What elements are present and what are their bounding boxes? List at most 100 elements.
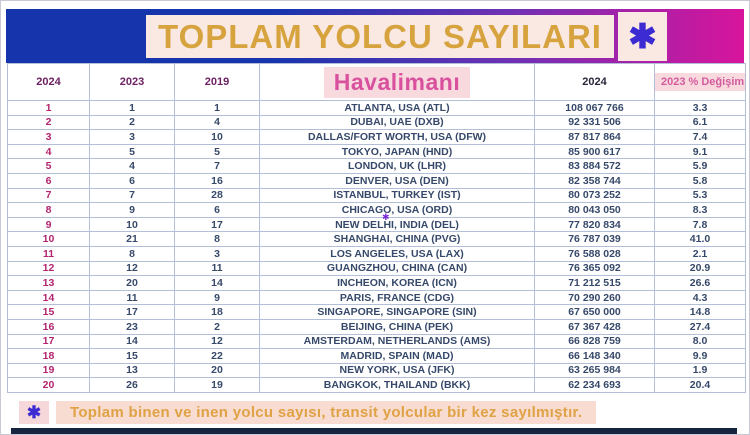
airport-name-cell: BEIJING, CHINA (PEK) [259,318,535,335]
rank-2023-cell: 15 [89,348,175,364]
rank-2019-cell: 7 [174,158,260,174]
airport-name-cell: ATLANTA, USA (ATL) [259,100,535,116]
passengers-2024-cell: 76 787 039 [534,231,655,247]
rank-2023-cell: 21 [89,231,175,247]
column-header-rank-2023: 2023 [89,63,175,101]
table-row: 15 17 18 SINGAPORE, SINGAPORE (SIN) 67 650 0… [7,304,746,320]
table-body: 1 1 1 ATLANTA, USA (ATL) 108 067 766 3.3 2 2 4 DU… [7,100,746,393]
table-row: 3 3 10 DALLAS/FORT WORTH, USA (DFW) 87 817 8… [7,129,746,145]
rank-2019-cell: 2 [174,318,260,335]
airport-name-cell: NEW YORK, USA (JFK) [259,362,535,379]
change-percent-cell: 3.3 [654,100,746,116]
table-row: 5 4 7 LONDON, UK (LHR) 83 884 572 5.9 [7,158,746,174]
airport-name-cell: PARIS, FRANCE (CDG) [259,289,535,306]
passengers-2024-cell: 67 367 428 [534,318,655,335]
title-box: TOPLAM YOLCU SAYILARI [146,15,614,58]
rank-2019-cell: 1 [174,100,260,116]
rank-2019-cell: 10 [174,129,260,145]
rank-2024-cell: 17 [7,333,90,350]
page-title: TOPLAM YOLCU SAYILARI [158,17,602,55]
rank-2024-cell: 3 [7,129,90,145]
passengers-2024-cell: 62 234 693 [534,377,655,393]
passengers-2024-cell: 108 067 766 [534,100,655,116]
airport-name-cell: MADRID, SPAIN (MAD) [259,348,535,364]
rank-2019-cell: 14 [174,275,260,291]
airport-name-cell: NEW DELHI, INDIA (DEL) [259,216,535,233]
passengers-2024-cell: 80 073 252 [534,187,655,204]
change-percent-cell: 20.4 [654,377,746,393]
rank-2023-cell: 5 [89,143,175,160]
rank-2024-cell: 4 [7,143,90,160]
passenger-table-wrap: 2024 2023 2019 Havalimanı 2024 2023 % De… [7,63,746,393]
bottom-accent-bar [11,428,737,434]
rank-2023-cell: 26 [89,377,175,393]
airport-name-cell: LONDON, UK (LHR) [259,158,535,174]
change-percent-cell: 27.4 [654,318,746,335]
rank-2019-cell: 6 [174,202,260,218]
rank-2023-cell: 13 [89,362,175,379]
asterisk-icon: ✱ [628,17,657,56]
change-percent-cell: 9.1 [654,143,746,160]
rank-2023-cell: 1 [89,100,175,116]
table-row: 19 13 20 NEW YORK, USA (JFK) 63 265 984 1.9 [7,362,746,379]
change-percent-cell: 8.0 [654,333,746,350]
column-header-rank-2024: 2024 [7,63,90,101]
rank-2019-cell: 8 [174,231,260,247]
rank-2019-cell: 12 [174,333,260,350]
passengers-2024-cell: 66 148 340 [534,348,655,364]
footnote-asterisk-icon: ✱ [19,401,49,424]
rank-2019-cell: 3 [174,245,260,262]
rank-2023-cell: 17 [89,304,175,320]
rank-2019-cell: 18 [174,304,260,320]
rank-2023-cell: 20 [89,275,175,291]
rank-2023-cell: 3 [89,129,175,145]
rank-2024-cell: 2 [7,114,90,131]
passenger-table: 2024 2023 2019 Havalimanı 2024 2023 % De… [7,63,746,393]
header-banner: TOPLAM YOLCU SAYILARI ✱ [6,9,744,63]
passengers-2024-cell: 80 043 050 [534,202,655,218]
change-percent-cell: 1.9 [654,362,746,379]
rank-2024-cell: 19 [7,362,90,379]
rank-2019-cell: 5 [174,143,260,160]
table-row: 18 15 22 MADRID, SPAIN (MAD) 66 148 340 9.9 [7,348,746,364]
airport-name-cell: TOKYO, JAPAN (HND) [259,143,535,160]
rank-2023-cell: 8 [89,245,175,262]
rank-2023-cell: 2 [89,114,175,131]
passengers-2024-cell: 92 331 506 [534,114,655,131]
rank-2024-cell: 11 [7,245,90,262]
rank-2019-cell: 4 [174,114,260,131]
rank-2019-cell: 16 [174,172,260,189]
passengers-2024-cell: 87 817 864 [534,129,655,145]
change-percent-cell: 5.8 [654,172,746,189]
airport-name-cell: LOS ANGELES, USA (LAX) [259,245,535,262]
airport-name-cell: CHICAGO, USA (ORD) [259,202,535,218]
rank-2023-cell: 12 [89,260,175,277]
rank-2024-cell: 7 [7,187,90,204]
airport-name-cell: DALLAS/FORT WORTH, USA (DFW) [259,129,535,145]
rank-2023-cell: 11 [89,289,175,306]
airport-name-cell: GUANGZHOU, CHINA (CAN) [259,260,535,277]
rank-2019-cell: 28 [174,187,260,204]
rank-2019-cell: 19 [174,377,260,393]
table-row: 11 8 3 LOS ANGELES, USA (LAX) 76 588 028 2.1 [7,245,746,262]
passengers-2024-cell: 76 365 092 [534,260,655,277]
footnote-text: Toplam binen ve inen yolcu sayısı, trans… [56,401,597,424]
rank-2024-cell: 6 [7,172,90,189]
rank-2023-cell: 4 [89,158,175,174]
change-percent-cell: 8.3 [654,202,746,218]
rank-2024-cell: 20 [7,377,90,393]
column-header-change-2023: 2023 % Değişim [654,63,746,101]
rank-2019-cell: 17 [174,216,260,233]
change-percent-cell: 7.4 [654,129,746,145]
rank-2023-cell: 23 [89,318,175,335]
change-percent-cell: 7.8 [654,216,746,233]
table-row: 10 21 8 SHANGHAI, CHINA (PVG) 76 787 039 41.0 [7,231,746,247]
airport-name-cell: INCHEON, KOREA (ICN) [259,275,535,291]
rank-2024-cell: 15 [7,304,90,320]
rank-2024-cell: 9 [7,216,90,233]
rank-2023-cell: 7 [89,187,175,204]
passengers-2024-cell: 76 588 028 [534,245,655,262]
passengers-2024-cell: 67 650 000 [534,304,655,320]
change-header-label: 2023 % Değişim [655,73,745,91]
table-row: 4 5 5 TOKYO, JAPAN (HND) 85 900 617 9.1 [7,143,746,160]
